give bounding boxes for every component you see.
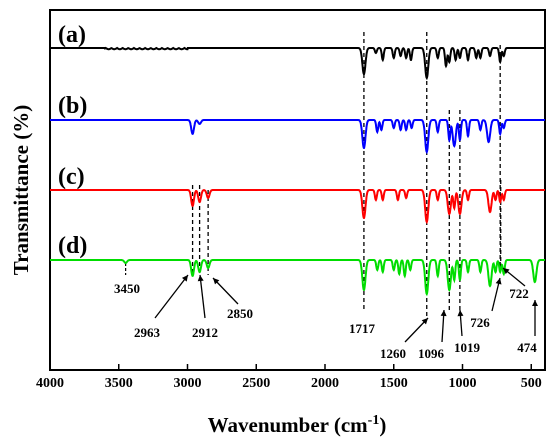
x-tick-label: 2000 bbox=[311, 376, 339, 391]
peak-annotation-label: 2850 bbox=[227, 306, 253, 321]
annotation-arrow bbox=[199, 274, 206, 319]
arrow-head bbox=[213, 278, 220, 285]
y-axis-label: Transmittance (%) bbox=[9, 105, 33, 276]
panel-labels: (a) (b) (c) (d) bbox=[58, 22, 87, 259]
arrow-head bbox=[532, 300, 538, 306]
arrow-head bbox=[440, 310, 447, 317]
arrow-head bbox=[457, 310, 464, 317]
x-tick-label: 3000 bbox=[174, 376, 202, 391]
peak-annotation-label: 3450 bbox=[114, 281, 140, 296]
peak-annotation-label: 2912 bbox=[192, 325, 218, 340]
x-axis-label: Wavenumber (cm-1) bbox=[208, 413, 387, 437]
arrow-head bbox=[181, 275, 188, 282]
x-tick-label: 1500 bbox=[380, 376, 408, 391]
panel-label: (d) bbox=[58, 233, 87, 259]
arrow-head bbox=[495, 278, 502, 285]
annotation-arrow bbox=[154, 274, 189, 319]
panel-label: (b) bbox=[58, 93, 87, 119]
series-line-4 bbox=[50, 259, 545, 297]
reference-dashed-lines bbox=[125, 32, 502, 318]
peak-annotation-label: 2963 bbox=[134, 325, 161, 340]
x-axis-ticks: 4000 3500 3000 2500 2000 1500 1000 500 bbox=[36, 364, 542, 391]
series-line-3 bbox=[50, 189, 545, 225]
x-tick-label: 2500 bbox=[242, 376, 270, 391]
peak-annotation-label: 1019 bbox=[454, 340, 481, 355]
peak-annotation-label: 1260 bbox=[380, 346, 406, 361]
peak-annotation-label: 1717 bbox=[349, 321, 376, 336]
peak-annotation-label: 474 bbox=[517, 340, 537, 355]
arrow-head bbox=[503, 268, 510, 275]
series-line-2 bbox=[50, 119, 545, 155]
arrow-head bbox=[197, 275, 204, 282]
peak-annotation-label: 1096 bbox=[418, 346, 445, 361]
spectra-series bbox=[50, 46, 545, 297]
series-line-1 bbox=[50, 46, 545, 81]
panel-label: (c) bbox=[58, 164, 85, 190]
arrow-head bbox=[421, 318, 428, 325]
peak-annotation-label: 726 bbox=[470, 315, 490, 330]
x-tick-label: 4000 bbox=[36, 376, 64, 391]
panel-label: (a) bbox=[58, 22, 86, 48]
x-tick-label: 1000 bbox=[449, 376, 477, 391]
annotation-arrow bbox=[212, 277, 239, 305]
peak-annotations: 3450 2963 2912 2850 1717 1260 1096 1019 726 722 47… bbox=[114, 267, 538, 361]
peak-annotation-label: 722 bbox=[509, 286, 529, 301]
x-tick-label: 3500 bbox=[105, 376, 133, 391]
x-tick-label: 500 bbox=[521, 376, 542, 391]
